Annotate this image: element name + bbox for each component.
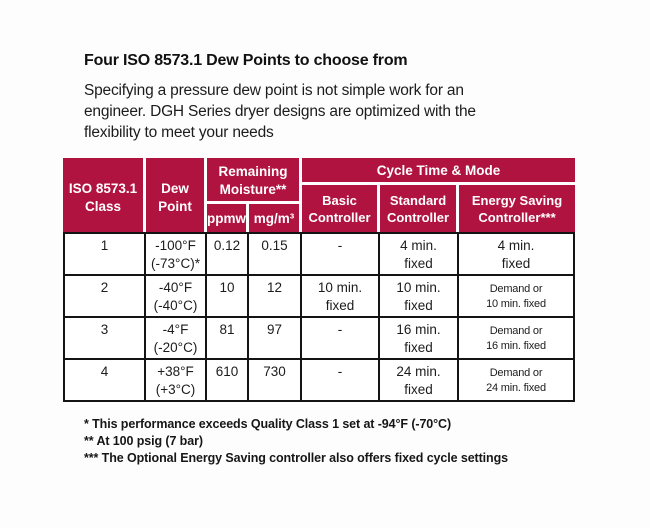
- cell-ppmw: 81: [207, 318, 249, 360]
- cell-mg-m3: 730: [249, 360, 302, 400]
- table-row: 1 -100°F (-73°C)* 0.12 0.15 - 4 min. fix…: [65, 234, 573, 276]
- cell-energy-saving-controller: Demand or 10 min. fixed: [459, 276, 573, 318]
- cell-iso-class: 4: [65, 360, 146, 400]
- table-row: 3 -4°F (-20°C) 81 97 - 16 min. fixed Dem…: [65, 318, 573, 360]
- footnotes: * This performance exceeds Quality Class…: [84, 416, 508, 467]
- header-group-moisture: Remaining Moisture** ppmw mg/m³: [207, 158, 302, 232]
- cell-dew-point: -40°F (-40°C): [146, 276, 207, 318]
- table-header: ISO 8573.1 Class Dew Point Remaining Moi…: [63, 158, 575, 232]
- cell-mg-m3: 0.15: [249, 234, 302, 276]
- cell-dew-point: +38°F (+3°C): [146, 360, 207, 400]
- header-moisture-units: ppmw mg/m³: [207, 204, 299, 232]
- header-cycle-time-mode: Cycle Time & Mode: [302, 158, 575, 185]
- intro-text: Specifying a pressure dew point is not s…: [84, 82, 476, 141]
- cell-iso-class: 2: [65, 276, 146, 318]
- header-group-cycle: Cycle Time & Mode Basic Controller Stand…: [302, 158, 575, 232]
- header-unit-ppmw: ppmw: [207, 204, 249, 232]
- cell-basic-controller: -: [302, 234, 380, 276]
- dew-point-table: ISO 8573.1 Class Dew Point Remaining Moi…: [63, 158, 575, 402]
- cell-standard-controller: 10 min. fixed: [380, 276, 459, 318]
- cell-ppmw: 0.12: [207, 234, 249, 276]
- header-unit-mg-m3: mg/m³: [253, 210, 295, 226]
- table-body: 1 -100°F (-73°C)* 0.12 0.15 - 4 min. fix…: [63, 232, 575, 402]
- footnote: ** At 100 psig (7 bar): [84, 434, 203, 448]
- cell-ppmw: 10: [207, 276, 249, 318]
- page-title: Four ISO 8573.1 Dew Points to choose fro…: [84, 52, 408, 69]
- cell-energy-saving-controller: 4 min. fixed: [459, 234, 573, 276]
- cell-dew-point: -4°F (-20°C): [146, 318, 207, 360]
- cell-dew-point: -100°F (-73°C)*: [146, 234, 207, 276]
- footnote: * This performance exceeds Quality Class…: [84, 417, 452, 431]
- header-standard-controller: Standard Controller: [380, 185, 459, 232]
- header-controllers: Basic Controller Standard Controller Ene…: [302, 185, 575, 232]
- cell-basic-controller: -: [302, 360, 380, 400]
- table-row: 4 +38°F (+3°C) 610 730 - 24 min. fixed D…: [65, 360, 573, 400]
- header-basic-controller: Basic Controller: [302, 185, 380, 232]
- header-iso-class: ISO 8573.1 Class: [63, 158, 146, 232]
- table-row: 2 -40°F (-40°C) 10 12 10 min. fixed 10 m…: [65, 276, 573, 318]
- header-dew-point: Dew Point: [146, 158, 207, 232]
- cell-basic-controller: 10 min. fixed: [302, 276, 380, 318]
- header-energy-saving-controller: Energy Saving Controller***: [471, 192, 563, 225]
- cell-mg-m3: 12: [249, 276, 302, 318]
- cell-iso-class: 3: [65, 318, 146, 360]
- cell-ppmw: 610: [207, 360, 249, 400]
- cell-iso-class: 1: [65, 234, 146, 276]
- cell-energy-saving-controller: Demand or 24 min. fixed: [486, 367, 546, 394]
- cell-basic-controller: -: [302, 318, 380, 360]
- cell-standard-controller: 24 min. fixed: [380, 360, 459, 400]
- cell-energy-saving-controller: Demand or 16 min. fixed: [459, 318, 573, 360]
- cell-standard-controller: 4 min. fixed: [380, 234, 459, 276]
- header-remaining-moisture: Remaining Moisture**: [207, 158, 299, 204]
- footnote: *** The Optional Energy Saving controlle…: [84, 451, 508, 465]
- cell-mg-m3: 97: [249, 318, 302, 360]
- cell-standard-controller: 16 min. fixed: [380, 318, 459, 360]
